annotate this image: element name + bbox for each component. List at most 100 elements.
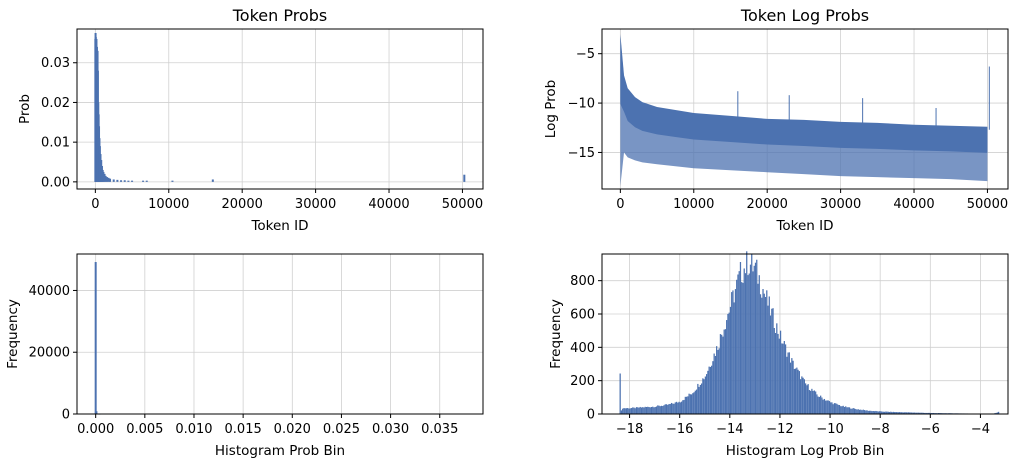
histogram-bar bbox=[891, 412, 893, 414]
y-tick-label: −5 bbox=[576, 47, 595, 62]
xlabel-prob-histogram: Histogram Prob Bin bbox=[215, 443, 345, 459]
histogram-bar bbox=[875, 410, 877, 414]
x-tick-label: −16 bbox=[666, 422, 693, 437]
histogram-bar bbox=[862, 409, 864, 414]
histogram-bar bbox=[909, 412, 911, 414]
bars-prob-histogram bbox=[94, 262, 101, 415]
x-tick-label: 40000 bbox=[368, 197, 409, 212]
histogram-bar bbox=[752, 271, 754, 414]
bar bbox=[112, 179, 115, 182]
histogram-bar bbox=[733, 302, 735, 414]
histogram-bar bbox=[622, 408, 624, 414]
histogram-bar bbox=[688, 393, 690, 414]
histogram-bar bbox=[835, 403, 837, 414]
histogram-bar bbox=[633, 407, 635, 414]
histogram-bar bbox=[881, 411, 883, 414]
histogram-bar bbox=[927, 412, 930, 414]
histogram-bar bbox=[910, 412, 912, 414]
histogram-bar bbox=[823, 398, 826, 414]
x-tick-label: −12 bbox=[766, 422, 793, 437]
bar bbox=[145, 180, 148, 182]
xlabel-token-probs: Token ID bbox=[250, 218, 308, 234]
histogram-bar bbox=[866, 410, 868, 414]
bar bbox=[107, 177, 110, 182]
histogram-bar bbox=[912, 412, 915, 414]
histogram-bar bbox=[861, 410, 863, 414]
x-tick-label: 0.030 bbox=[372, 422, 409, 437]
histogram-bar bbox=[749, 264, 752, 414]
histogram-bar bbox=[634, 408, 636, 414]
histogram-bar bbox=[838, 405, 841, 414]
histogram-bar bbox=[811, 388, 813, 414]
histogram-bar bbox=[914, 412, 916, 414]
histogram-bar bbox=[855, 409, 857, 414]
histogram-bar bbox=[682, 400, 684, 414]
bar bbox=[106, 177, 109, 182]
histogram-bar bbox=[698, 386, 700, 414]
histogram-bar bbox=[624, 408, 626, 414]
bar bbox=[95, 411, 98, 414]
histogram-bar bbox=[692, 393, 694, 414]
histogram-bar bbox=[863, 410, 866, 414]
histogram-bar bbox=[627, 408, 629, 414]
x-tick-label: 0.010 bbox=[175, 422, 212, 437]
histogram-bar bbox=[761, 297, 763, 414]
histogram-bar bbox=[706, 374, 708, 414]
x-tick-label: 30000 bbox=[295, 197, 336, 212]
bar bbox=[123, 180, 126, 182]
bars-logprob-histogram bbox=[619, 251, 1000, 414]
histogram-bar bbox=[629, 408, 631, 414]
histogram-bar bbox=[906, 412, 908, 414]
histogram-bar bbox=[739, 262, 742, 414]
ticks-token-log-probs: 0 10000 20000 30000 40000 50000 −15 −10 −5 bbox=[568, 47, 1009, 212]
histogram-bar bbox=[831, 402, 833, 414]
histogram-bar bbox=[652, 406, 654, 414]
histogram-bar bbox=[812, 390, 814, 414]
histogram-bar bbox=[857, 409, 859, 414]
histogram-bar bbox=[907, 412, 910, 414]
histogram-bar bbox=[640, 407, 643, 414]
histogram-bar bbox=[821, 397, 823, 414]
histogram-bar bbox=[820, 395, 822, 414]
histogram-bar bbox=[900, 412, 902, 414]
histogram-bar bbox=[699, 384, 701, 414]
histogram-bar bbox=[888, 411, 891, 414]
histogram-bar bbox=[753, 265, 755, 414]
histogram-bar bbox=[791, 358, 793, 414]
bar bbox=[102, 171, 105, 182]
histogram-bar bbox=[817, 396, 819, 414]
histogram-bar bbox=[731, 292, 733, 414]
histogram-bar bbox=[675, 401, 678, 414]
histogram-bar bbox=[867, 410, 869, 414]
histogram-bar bbox=[896, 412, 898, 414]
axes-frame-token-log-probs bbox=[601, 28, 1009, 190]
histogram-bar bbox=[746, 251, 748, 414]
x-tick-label: 10000 bbox=[673, 197, 714, 212]
histogram-bar bbox=[892, 411, 894, 414]
histogram-bar bbox=[996, 412, 998, 414]
histogram-bar bbox=[707, 370, 709, 414]
histogram-bar bbox=[747, 275, 749, 414]
histogram-bar bbox=[684, 396, 686, 414]
histogram-bar bbox=[737, 274, 739, 414]
histogram-bar bbox=[708, 366, 710, 414]
histogram-bar bbox=[822, 399, 824, 414]
histogram-bar bbox=[630, 408, 633, 414]
bar bbox=[171, 180, 174, 182]
histogram-bar bbox=[917, 412, 920, 414]
ylabel-prob-histogram: Frequency bbox=[5, 299, 21, 369]
histogram-bar bbox=[623, 408, 625, 414]
histogram-bar bbox=[650, 406, 653, 414]
histogram-bar bbox=[744, 273, 747, 414]
title-token-log-probs: Token Log Probs bbox=[740, 6, 869, 25]
histogram-bar bbox=[878, 411, 881, 414]
histogram-bar bbox=[672, 403, 674, 414]
histogram-bar bbox=[700, 383, 703, 414]
histogram-bar bbox=[860, 409, 862, 414]
histogram-bar bbox=[727, 313, 729, 414]
histogram-bar bbox=[895, 412, 897, 414]
histogram-bar bbox=[850, 408, 852, 414]
histogram-bar bbox=[778, 338, 780, 414]
x-tick-label: 0.015 bbox=[225, 422, 262, 437]
